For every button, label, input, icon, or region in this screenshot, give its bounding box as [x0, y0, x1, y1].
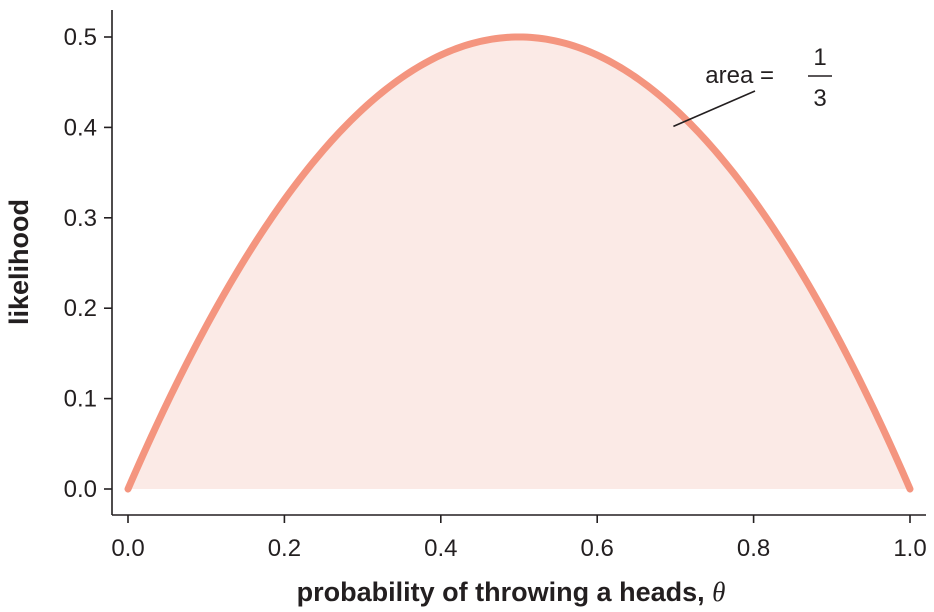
x-axis-title-text: probability of throwing a heads,: [297, 577, 705, 607]
y-tick-label: 0.2: [64, 295, 97, 322]
y-tick-label: 0.1: [64, 386, 97, 413]
annotation-denominator: 3: [813, 85, 826, 112]
y-axis-title: likelihood: [4, 199, 34, 325]
y-tick-label: 0.0: [64, 476, 97, 503]
x-tick-label: 0.0: [111, 535, 144, 562]
annotation-label: area =: [705, 62, 774, 89]
x-axis-title: probability of throwing a heads, θ: [297, 577, 726, 607]
likelihood-curve: [124, 33, 914, 493]
area-annotation: area = 1 3: [673, 44, 832, 128]
annotation-numerator: 1: [813, 44, 826, 71]
y-tick-label: 0.4: [64, 114, 97, 141]
y-tick-label: 0.5: [64, 24, 97, 51]
x-tick-label: 0.4: [424, 535, 457, 562]
x-tick-label: 0.8: [737, 535, 770, 562]
x-tick-label: 1.0: [893, 535, 926, 562]
annotation-leader-line: [673, 90, 756, 128]
x-tick-label: 0.6: [581, 535, 614, 562]
theta-symbol: θ: [712, 577, 725, 607]
y-tick-label: 0.3: [64, 205, 97, 232]
x-axis-ticks: 0.0 0.2 0.4 0.6 0.8 1.0: [111, 515, 927, 562]
y-axis-ticks: 0.0 0.1 0.2 0.3 0.4 0.5: [64, 24, 112, 503]
x-tick-label: 0.2: [268, 535, 301, 562]
